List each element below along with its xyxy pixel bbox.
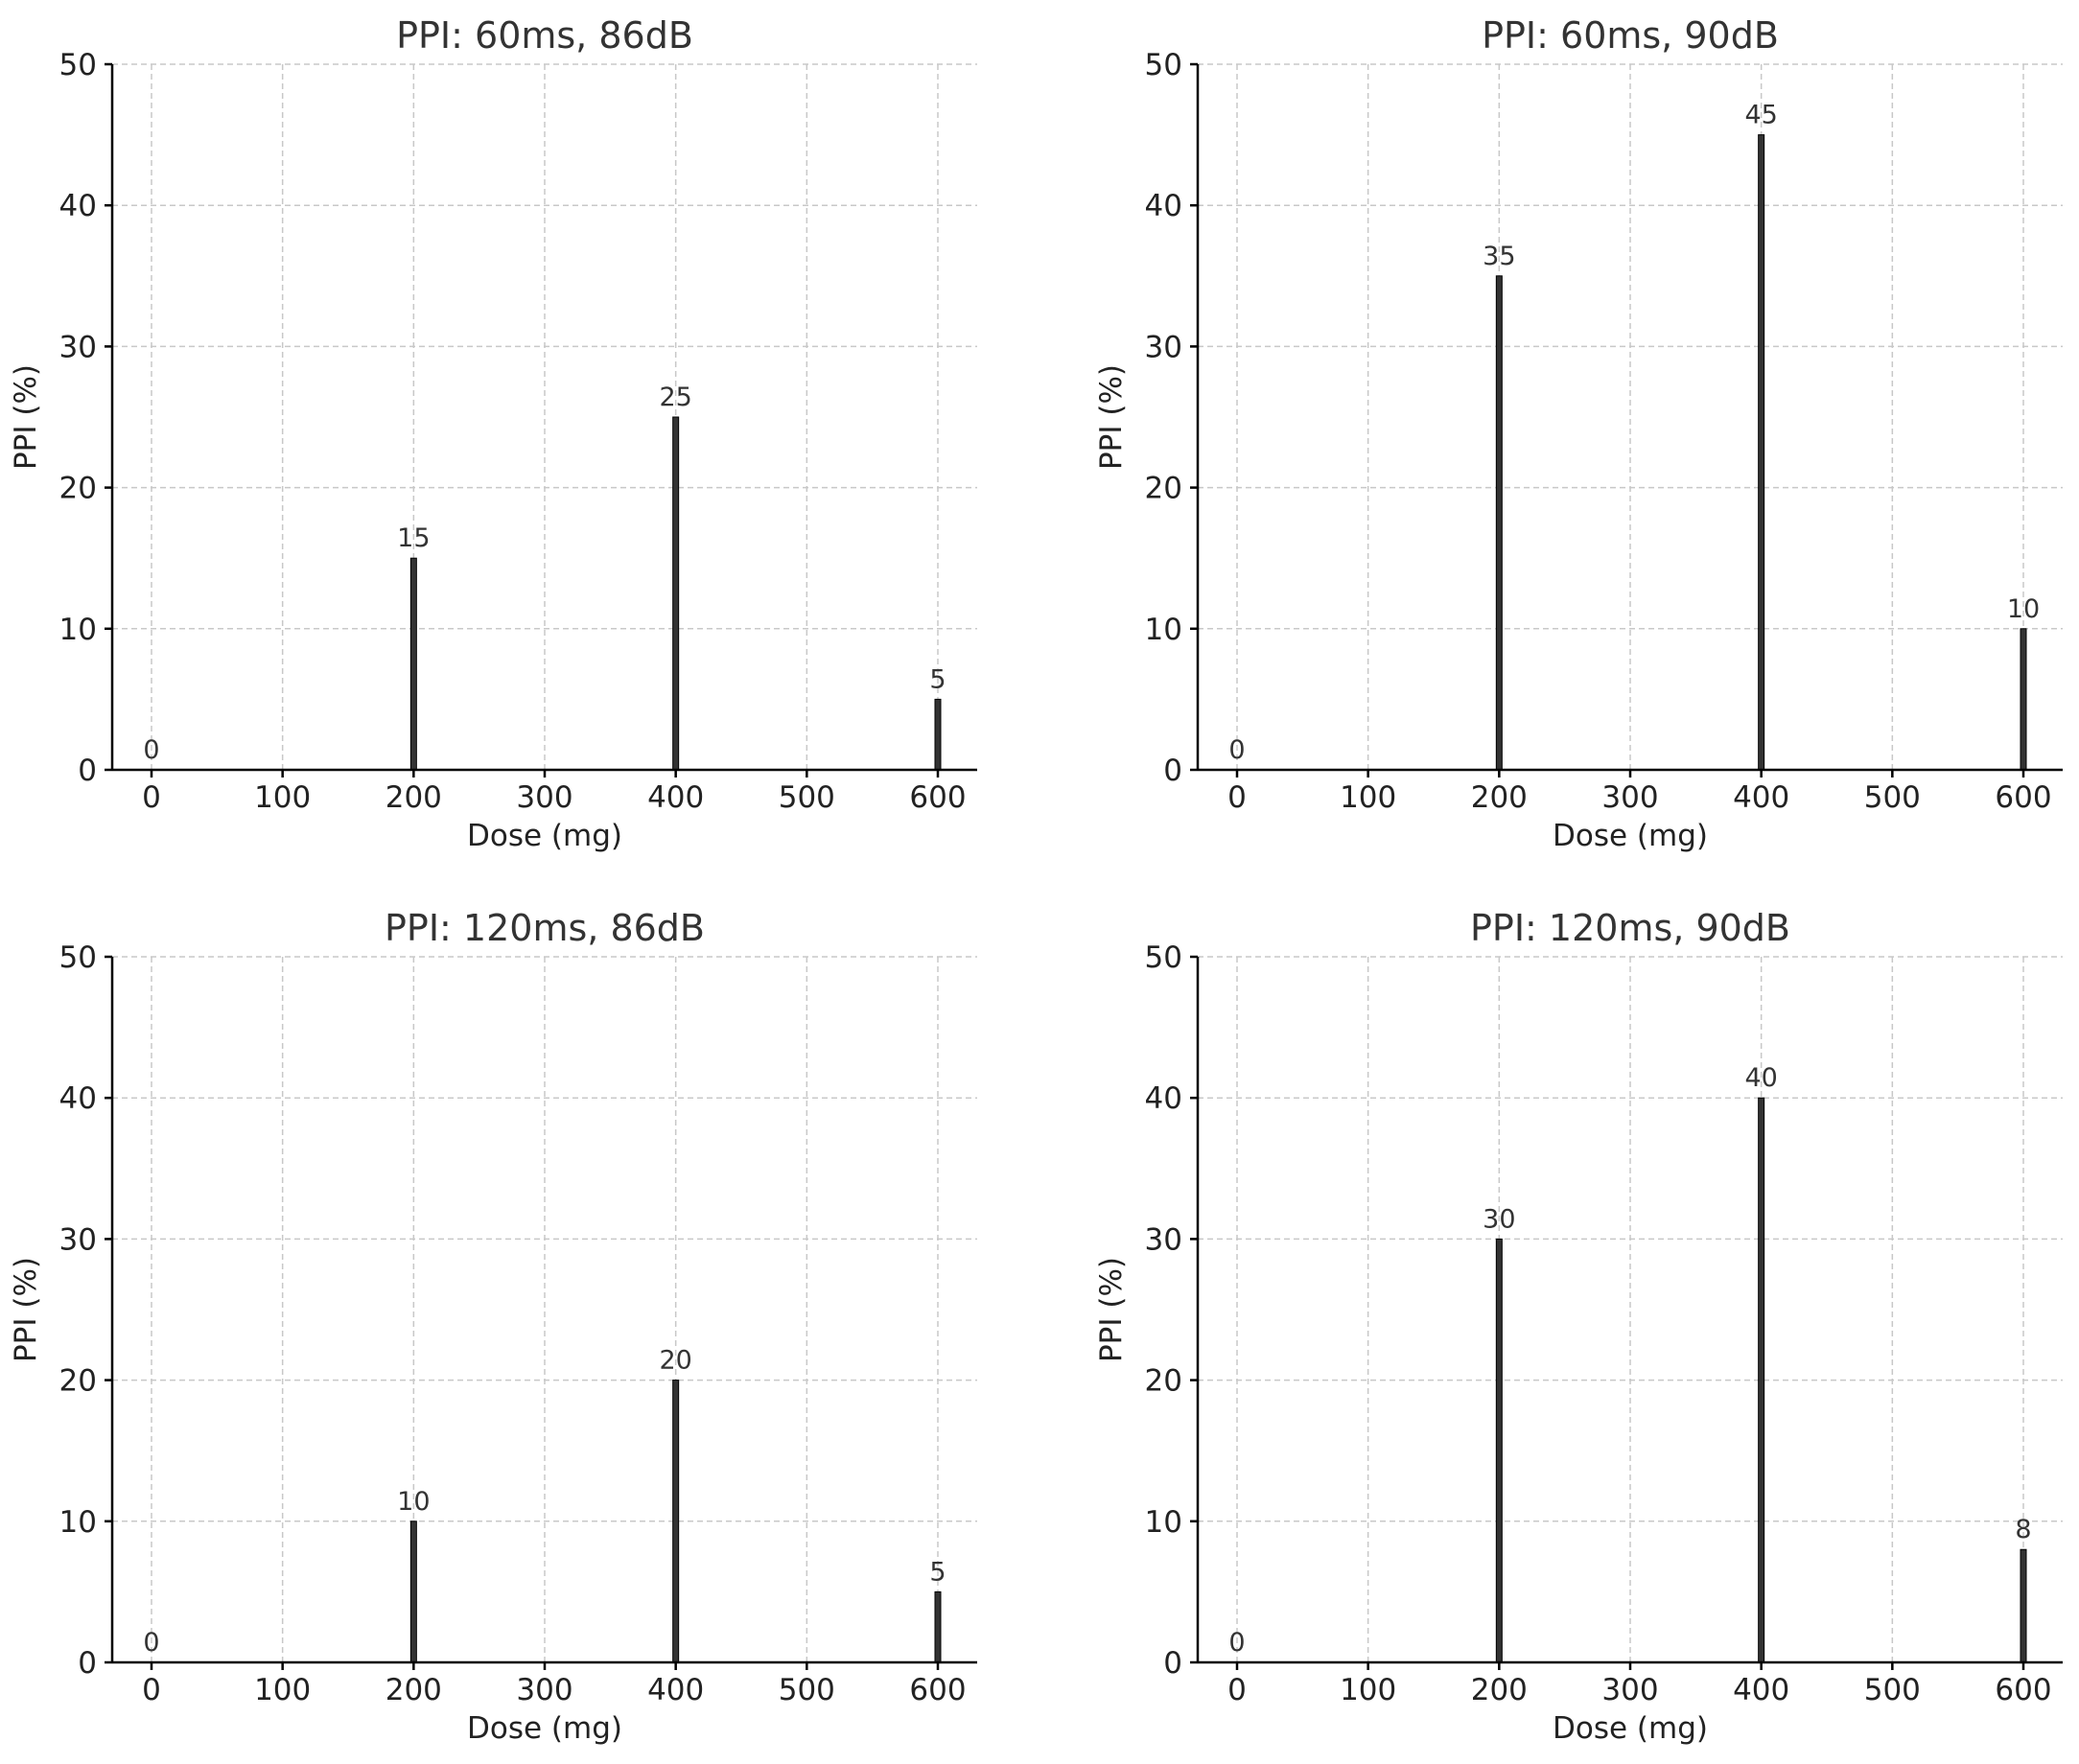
x-tick-label: 400	[1733, 780, 1789, 815]
x-tick-label: 0	[142, 780, 161, 815]
x-axis-label: Dose (mg)	[467, 819, 622, 853]
x-tick-label: 200	[385, 780, 442, 815]
bar	[2020, 1548, 2027, 1663]
y-tick-label: 0	[1163, 754, 1182, 788]
x-tick-label: 100	[254, 1673, 311, 1707]
data-label: 20	[659, 1346, 691, 1376]
x-tick-label: 500	[779, 780, 835, 815]
x-tick-label: 500	[1864, 1673, 1921, 1707]
chart-title: PPI: 120ms, 86dB	[385, 907, 705, 949]
data-label: 10	[397, 1487, 430, 1517]
data-label: 45	[1744, 101, 1777, 130]
y-tick-label: 30	[1145, 1222, 1182, 1257]
x-tick-label: 200	[1471, 780, 1528, 815]
bar	[409, 1520, 417, 1663]
chart-title: PPI: 120ms, 90dB	[1470, 907, 1790, 949]
data-label: 5	[929, 664, 946, 694]
y-axis-label: PPI (%)	[1094, 1257, 1129, 1362]
x-axis-label: Dose (mg)	[1553, 1711, 1708, 1746]
y-tick-label: 30	[59, 1222, 97, 1257]
x-axis-label: Dose (mg)	[1553, 819, 1708, 853]
y-tick-label: 40	[1145, 1081, 1182, 1116]
bar	[1495, 1238, 1503, 1663]
x-axis-label: Dose (mg)	[467, 1711, 622, 1746]
x-tick-label: 600	[1995, 1673, 2051, 1707]
x-tick-label: 600	[909, 780, 966, 815]
x-tick-label: 200	[1471, 1673, 1528, 1707]
y-tick-label: 10	[59, 1505, 97, 1540]
data-label: 0	[1228, 1628, 1245, 1658]
chart-title: PPI: 60ms, 86dB	[396, 14, 693, 57]
y-axis-label: PPI (%)	[9, 364, 43, 470]
data-label: 30	[1483, 1204, 1515, 1234]
x-tick-label: 0	[1227, 780, 1247, 815]
y-tick-label: 20	[1145, 472, 1182, 506]
chart-panel-4: 0 30 40 8 0 100 200 300 400 500 600 0 10 20 30 40 50 PPI:…	[1094, 907, 2063, 1746]
x-tick-label: 400	[647, 1673, 704, 1707]
bar	[2020, 628, 2027, 771]
y-tick-label: 10	[59, 613, 97, 647]
bar	[672, 1380, 680, 1663]
chart-title: PPI: 60ms, 90dB	[1482, 14, 1779, 57]
x-tick-label: 600	[909, 1673, 966, 1707]
x-tick-label: 500	[1864, 780, 1921, 815]
bar	[934, 1590, 942, 1663]
x-tick-label: 600	[1995, 780, 2051, 815]
y-axis-label: PPI (%)	[9, 1257, 43, 1362]
x-tick-label: 300	[1601, 1673, 1658, 1707]
data-label: 10	[2007, 594, 2040, 624]
bar	[672, 416, 680, 771]
data-label: 0	[1228, 735, 1245, 765]
y-tick-label: 50	[59, 940, 97, 975]
bar	[1495, 275, 1503, 771]
y-tick-label: 30	[59, 330, 97, 364]
bar	[1758, 1097, 1765, 1663]
y-axis-label: PPI (%)	[1094, 364, 1129, 470]
y-tick-label: 40	[59, 189, 97, 223]
data-label: 0	[143, 735, 159, 765]
bar	[1758, 134, 1765, 771]
x-tick-label: 300	[516, 1673, 572, 1707]
x-tick-label: 300	[1601, 780, 1658, 815]
data-label: 5	[929, 1557, 946, 1587]
y-tick-label: 50	[1145, 48, 1182, 82]
y-tick-label: 0	[78, 1646, 97, 1681]
y-tick-label: 50	[1145, 940, 1182, 975]
y-tick-label: 0	[78, 754, 97, 788]
y-tick-label: 20	[59, 472, 97, 506]
y-tick-label: 30	[1145, 330, 1182, 364]
y-tick-label: 0	[1163, 1646, 1182, 1681]
y-tick-label: 50	[59, 48, 97, 82]
y-tick-label: 20	[59, 1364, 97, 1399]
data-label: 15	[397, 523, 430, 553]
x-tick-label: 100	[1340, 780, 1396, 815]
x-tick-label: 500	[779, 1673, 835, 1707]
y-tick-label: 10	[1145, 613, 1182, 647]
x-tick-label: 0	[1227, 1673, 1247, 1707]
x-tick-label: 0	[142, 1673, 161, 1707]
x-tick-label: 100	[254, 780, 311, 815]
y-tick-label: 40	[1145, 189, 1182, 223]
y-tick-label: 40	[59, 1081, 97, 1116]
x-tick-label: 400	[647, 780, 704, 815]
bar	[934, 698, 942, 771]
data-label: 8	[2015, 1515, 2031, 1544]
data-label: 25	[659, 383, 691, 412]
data-label: 0	[143, 1628, 159, 1658]
data-label: 35	[1483, 242, 1515, 271]
x-tick-label: 100	[1340, 1673, 1396, 1707]
y-tick-label: 10	[1145, 1505, 1182, 1540]
x-tick-label: 400	[1733, 1673, 1789, 1707]
data-label: 40	[1744, 1063, 1777, 1093]
bar	[409, 557, 417, 771]
x-tick-label: 200	[385, 1673, 442, 1707]
x-tick-label: 300	[516, 780, 572, 815]
y-tick-label: 20	[1145, 1364, 1182, 1399]
